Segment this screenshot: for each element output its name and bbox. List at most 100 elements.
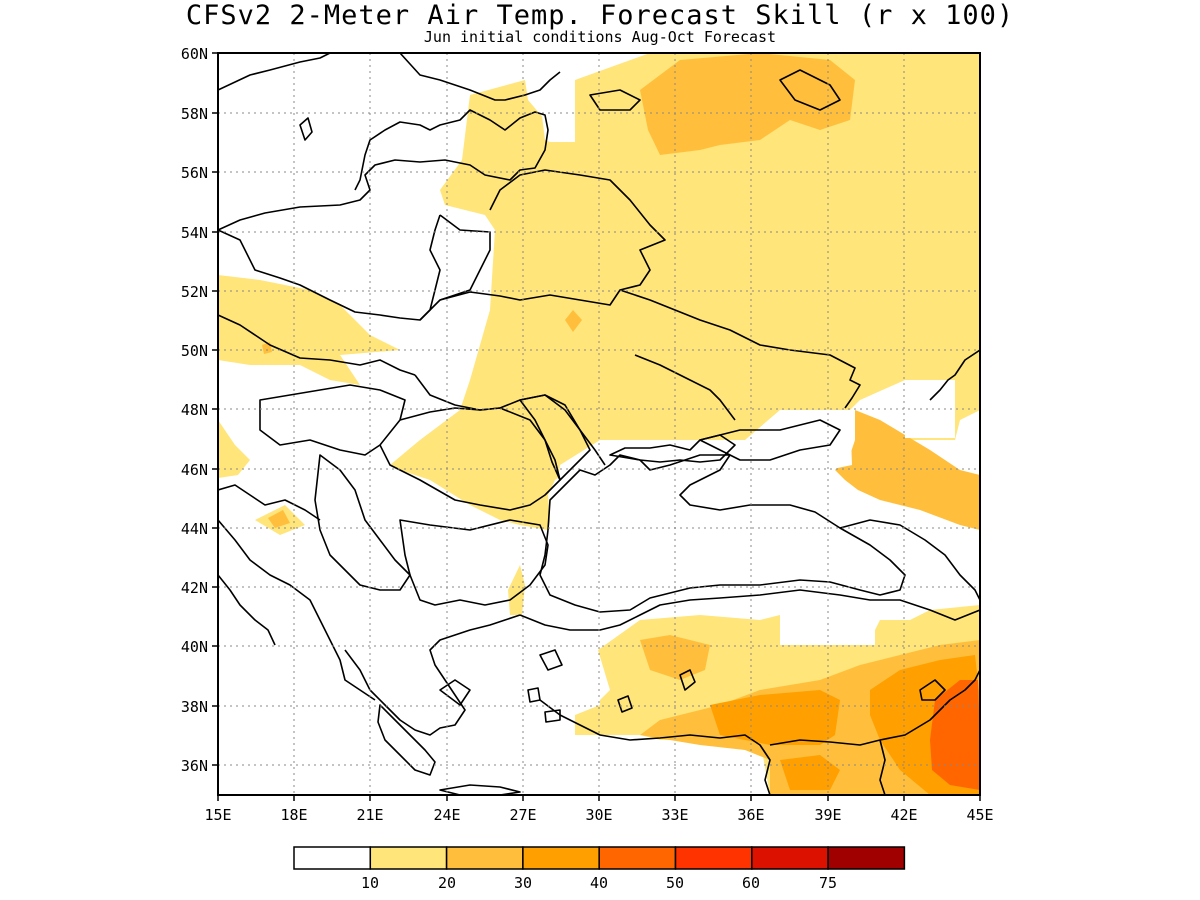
lat-label: 48N [181,401,208,419]
lat-labels: 60N 58N 56N 54N 52N 50N 48N 46N 44N 42N … [181,45,208,775]
rhodes [617,695,633,713]
shade-west-balkan [218,420,250,478]
legend-swatch [522,846,600,870]
lat-label: 60N [181,45,208,63]
lat-label: 56N [181,164,208,182]
greece-coast [344,614,521,736]
lon-label: 27E [509,806,536,824]
legend-label: 50 [666,874,684,892]
lat-label: 44N [181,520,208,538]
lake-onega [779,69,841,111]
lake-ladoga [589,89,641,111]
sea-of-azov [699,419,841,461]
lat-label: 58N [181,105,208,123]
tick-marks [212,52,981,801]
legend-label: 75 [819,874,837,892]
legend-labels: 10 20 30 40 50 60 75 [361,874,837,892]
caucasus-border [839,519,980,601]
legend-swatch [674,846,753,870]
lat-label: 38N [181,698,208,716]
legend-swatch [293,846,372,870]
mask-black-sea-north [548,410,855,530]
border-hungary [259,384,406,456]
turkey-north [519,589,980,631]
mask-caspian-north [905,380,955,438]
volga-river [929,349,980,401]
legend-swatch [598,846,677,870]
lon-label: 21E [356,806,383,824]
lake-tuz [679,669,696,691]
lon-labels: 15E 18E 21E 24E 27E 30E 33E 36E 39E 42E … [204,806,993,824]
border-belarus-ukraine [439,169,666,306]
lon-label: 45E [966,806,993,824]
lon-label: 24E [433,806,460,824]
border-romania [379,407,561,511]
finland-coast [399,53,561,101]
baltic-coast [218,109,549,231]
croatia-coast [218,484,321,521]
lake-van [919,679,946,701]
border-moldova [519,394,591,481]
legend-swatch [369,846,448,870]
lesbos [539,649,563,671]
samos [544,709,561,723]
legend-swatch [445,846,524,870]
turkey-south [539,699,771,795]
legend-label: 20 [438,874,456,892]
lat-label: 50N [181,342,208,360]
map-subtitle: Jun initial conditions Aug-Oct Forecast [423,28,777,46]
black-sea-coast [539,454,906,613]
lon-label: 36E [737,806,764,824]
legend-swatch [827,846,906,870]
sweden-coast [218,53,331,91]
lat-label: 42N [181,579,208,597]
lon-label: 18E [280,806,307,824]
border-poland-belarus [419,214,491,321]
chios [527,687,541,703]
shade-poland-czech [218,275,400,385]
lon-label: 33E [661,806,688,824]
shade-kyiv-spot [565,310,582,332]
lat-label: 52N [181,283,208,301]
lat-label: 54N [181,224,208,242]
shade-turkey-interior [710,690,840,745]
shade-volga-caucasus [835,410,980,530]
lon-label: 30E [585,806,612,824]
gridlines [218,53,980,795]
shade-bosnia-core [268,510,290,528]
turkey-inner-border [879,739,886,795]
border-serbia [314,454,411,591]
dnieper-river [634,354,736,421]
italy-coast [218,574,276,646]
mask-aegean [575,690,600,715]
turkey-east-border [769,669,980,746]
legend-label: 60 [742,874,760,892]
map-title: CFSv2 2-Meter Air Temp. Forecast Skill (… [185,0,1015,31]
crete [439,784,521,795]
coastlines-borders [218,53,980,795]
shade-bulgaria-coast [508,565,525,615]
shade-syria-border [780,755,840,790]
lat-label: 40N [181,638,208,656]
legend-label: 10 [361,874,379,892]
gotland [299,117,313,141]
border-poland-west [218,214,441,321]
adriatic-coast [218,519,376,701]
lon-label: 42E [890,806,917,824]
legend-swatch [751,846,829,870]
lat-label: 46N [181,461,208,479]
legend-swatches [293,846,906,870]
border-czech-slovakia [218,314,416,376]
shade-moscow [640,53,855,155]
legend-label: 30 [514,874,532,892]
lon-label: 39E [814,806,841,824]
border-ukraine-russia [619,289,861,409]
crimea [609,434,736,463]
color-legend: 10 20 30 40 50 60 75 [293,846,906,892]
border-bulgaria [399,519,549,606]
evia [439,679,471,706]
mask-baltic [525,80,575,142]
lat-label: 36N [181,757,208,775]
legend-label: 40 [590,874,608,892]
